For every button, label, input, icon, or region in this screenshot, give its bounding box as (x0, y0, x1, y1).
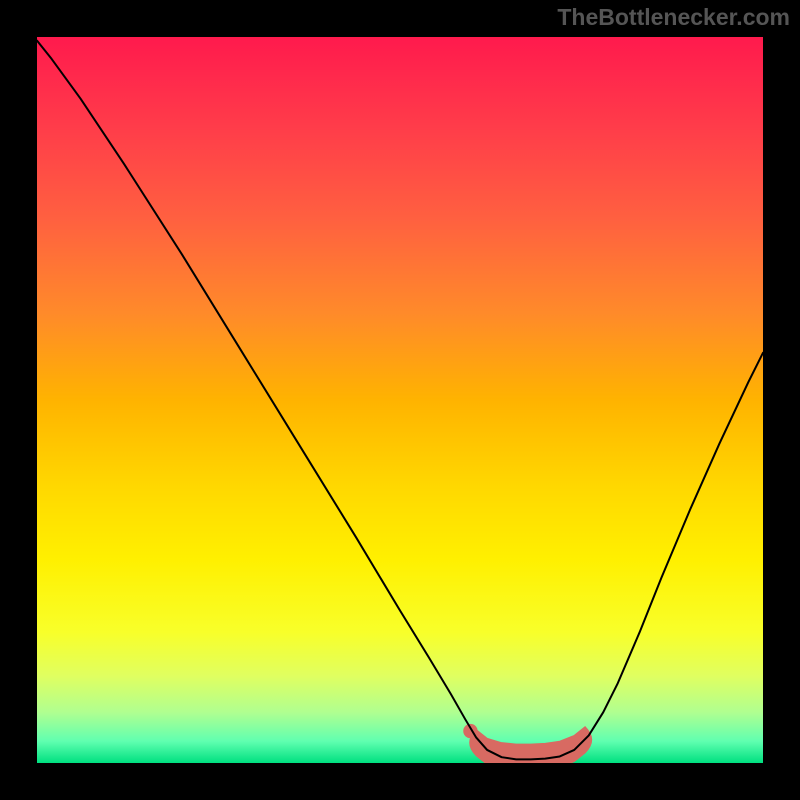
chart-container: TheBottlenecker.com (0, 0, 800, 800)
plot-svg (37, 37, 763, 763)
plot-area (37, 37, 763, 763)
gradient-background (37, 37, 763, 763)
watermark-text: TheBottlenecker.com (557, 4, 790, 31)
